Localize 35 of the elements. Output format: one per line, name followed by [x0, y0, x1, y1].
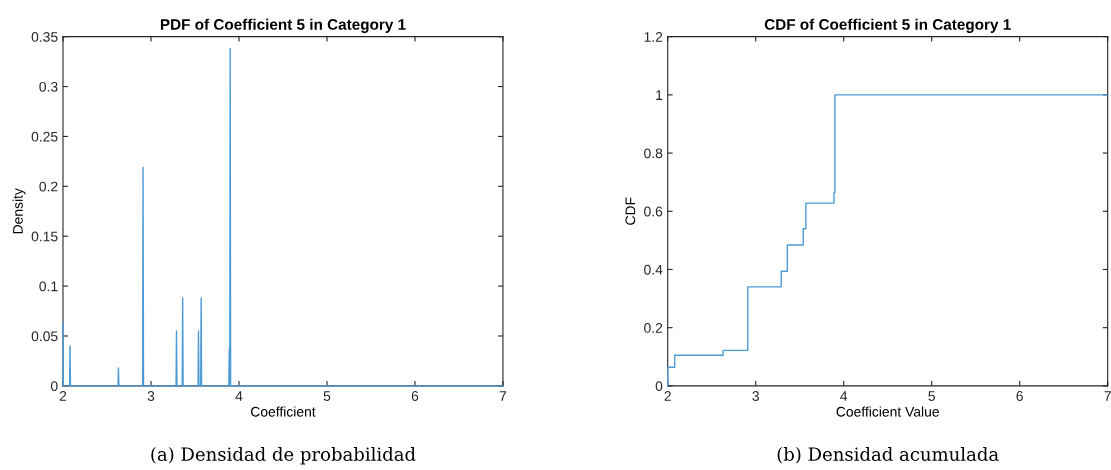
- y-axis-title: Density: [12, 188, 26, 234]
- x-tick-label: 5: [928, 391, 935, 401]
- y-tick-label: 0.4: [644, 264, 663, 275]
- chart-title: PDF of Coefficient 5 in Category 1: [160, 18, 406, 33]
- x-tick-label: 3: [147, 391, 155, 401]
- y-tick-label: 1.2: [644, 31, 663, 42]
- chart-title: CDF of Coefficient 5 in Category 1: [764, 18, 1011, 33]
- y-tick-label: 0.15: [31, 231, 58, 242]
- y-tick-label: 0.2: [644, 323, 663, 333]
- x-tick-label: 7: [499, 391, 507, 401]
- y-tick-label: 1: [656, 90, 663, 100]
- y-tick-label: 0: [50, 381, 58, 392]
- x-tick-label: 2: [664, 391, 671, 401]
- x-tick-label: 4: [840, 391, 848, 401]
- y-tick-label: 0: [655, 381, 663, 392]
- y-tick-label: 0.05: [31, 331, 58, 342]
- x-tick-label: 6: [411, 391, 419, 401]
- y-tick-label: 0.1: [39, 281, 58, 292]
- y-tick-label: 0.8: [644, 148, 663, 159]
- y-tick-label: 0.35: [31, 31, 58, 42]
- x-tick-label: 2: [59, 391, 67, 401]
- x-tick-label: 7: [1104, 391, 1111, 401]
- x-tick-label: 3: [752, 391, 759, 401]
- x-tick-label: 5: [323, 391, 331, 401]
- y-tick-label: 0.6: [644, 206, 663, 217]
- text: (a) Densidad de probabilidad: [151, 446, 416, 465]
- y-tick-label: 0.3: [39, 81, 58, 92]
- y-axis-title: CDF: [625, 197, 636, 225]
- y-tick-label: 0.2: [39, 181, 58, 192]
- x-axis-title: Coefficient: [250, 406, 316, 417]
- x-tick-label: 6: [1016, 391, 1023, 401]
- y-tick-label: 0.25: [31, 131, 58, 142]
- x-axis-title: Coefficient Value: [836, 406, 939, 417]
- text: (b) Densidad acumulada: [777, 446, 999, 464]
- x-tick-label: 4: [235, 391, 243, 401]
